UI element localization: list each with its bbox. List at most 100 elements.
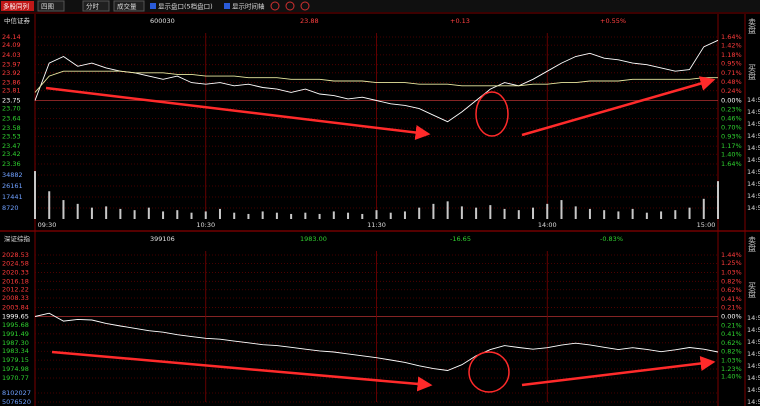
volume-tick-label: 17441 [2, 193, 23, 201]
arrow [521, 356, 716, 387]
volume-tick-label: 8102027 [2, 389, 31, 397]
trade-time: 14:5 [747, 398, 760, 406]
y-tick-label: 23.42 [2, 150, 21, 158]
y-tick-label: 24.03 [2, 51, 21, 59]
tab-box[interactable] [113, 0, 145, 12]
move[interactable] [300, 1, 310, 11]
trade-time: 14:5 [747, 350, 760, 358]
trade-time: 14:5 [747, 96, 760, 104]
annotations [45, 76, 716, 393]
header-price: 1983.00 [300, 235, 327, 243]
y-tick-label: 23.53 [2, 132, 21, 140]
volume-bar [375, 210, 378, 219]
y2-tick-label: 1.40% [721, 372, 742, 380]
y-tick-label: 2008.33 [2, 294, 29, 302]
volume-bar [133, 210, 136, 219]
y-tick-label: 23.70 [2, 105, 21, 113]
y-tick-label: 1991.49 [2, 330, 29, 338]
volume-tick-label: 34882 [2, 171, 23, 179]
y-tick-label: 23.86 [2, 79, 21, 87]
volume-bar [631, 208, 634, 219]
tab[interactable]: 成交量 [117, 2, 137, 11]
trade-time: 14:5 [747, 180, 760, 188]
trade-time: 14:5 [747, 108, 760, 116]
y2-tick-label: 1.03% [721, 269, 742, 277]
volume-bar [62, 200, 65, 219]
y2-tick-label: 1.44% [721, 251, 742, 259]
y2-tick-label: 1.03% [721, 356, 742, 364]
volume-bar [717, 181, 719, 219]
buy-label: 买盘 [748, 282, 757, 298]
zoom-out[interactable] [285, 1, 295, 11]
checkbox[interactable] [150, 3, 156, 9]
sell-label: 卖盘 [748, 236, 757, 252]
y2-tick-label: 1.64% [721, 33, 742, 41]
x-tick-label: 11:30 [367, 221, 386, 229]
zoom-in[interactable] [270, 1, 280, 11]
x-tick-label: 15:00 [697, 221, 716, 229]
trade-time: 14:5 [747, 192, 760, 200]
y2-tick-label: 0.41% [721, 295, 742, 303]
checkbox-label[interactable]: 显示盘口(5档盘口) [158, 2, 213, 11]
price-line [34, 312, 719, 371]
y2-tick-label: 0.23% [721, 105, 742, 113]
volume-bar [261, 211, 264, 219]
volume-bar [218, 208, 221, 219]
tab-box[interactable] [37, 0, 65, 12]
y2-tick-label: 0.93% [721, 133, 742, 141]
tab[interactable]: 四图 [41, 3, 54, 11]
price-line [34, 39, 719, 123]
tab[interactable]: 多股同列 [3, 2, 29, 11]
y-tick-label: 23.75 [2, 97, 21, 105]
volume-bar [105, 206, 108, 219]
buy-label: 买盘 [748, 64, 757, 80]
volume-tick-label: 26161 [2, 182, 23, 190]
volume-bar [688, 207, 691, 219]
volume-bar [389, 212, 392, 219]
checkbox-label[interactable]: 显示时间轴 [232, 2, 265, 11]
header-change-pct: +0.55% [600, 17, 626, 25]
volume-bar [588, 208, 591, 219]
trade-time: 14:5 [747, 386, 760, 394]
checkbox[interactable] [224, 3, 230, 9]
y2-tick-label: 0.82% [721, 348, 742, 356]
y2-tick-label: 1.17% [721, 142, 742, 150]
volume-bar [645, 212, 648, 219]
volume-bar [403, 211, 406, 219]
y2-tick-label: 0.62% [721, 339, 742, 347]
y2-tick-label: 0.41% [721, 330, 742, 338]
header-change: +0.13 [450, 17, 470, 25]
y2-tick-label: 1.40% [721, 151, 742, 159]
y-tick-label: 1999.65 [2, 313, 29, 321]
volume-bar [574, 206, 577, 219]
y2-tick-label: 0.00% [721, 97, 742, 105]
volume-bar [76, 203, 79, 219]
volume-bar [546, 203, 549, 219]
y-tick-label: 2024.58 [2, 259, 29, 267]
tab-box[interactable] [82, 0, 110, 12]
volume-bar [204, 211, 207, 219]
volume-bar [560, 200, 563, 219]
volume-bar [603, 210, 606, 219]
y-tick-label: 24.09 [2, 41, 21, 49]
tab[interactable]: 分时 [86, 2, 100, 11]
volume-bar [460, 206, 463, 219]
tab-active[interactable] [1, 1, 34, 11]
y2-tick-label: 0.48% [721, 78, 742, 86]
y-tick-label: 2028.53 [2, 251, 29, 259]
y2-tick-label: 0.21% [721, 304, 742, 312]
volume-bar [332, 211, 335, 219]
volume-bar [48, 191, 51, 219]
volume-bar [674, 210, 677, 219]
toolbar [0, 0, 760, 12]
trade-time: 14:5 [747, 326, 760, 334]
volume-bar [162, 211, 165, 219]
y-tick-label: 23.64 [2, 114, 21, 122]
trade-time: 14:5 [747, 144, 760, 152]
y2-tick-label: 0.00% [721, 313, 742, 321]
volume-bar [290, 213, 293, 219]
volume-bar [361, 213, 364, 219]
volume-bar [489, 205, 492, 219]
x-tick-label: 10:30 [196, 221, 215, 229]
